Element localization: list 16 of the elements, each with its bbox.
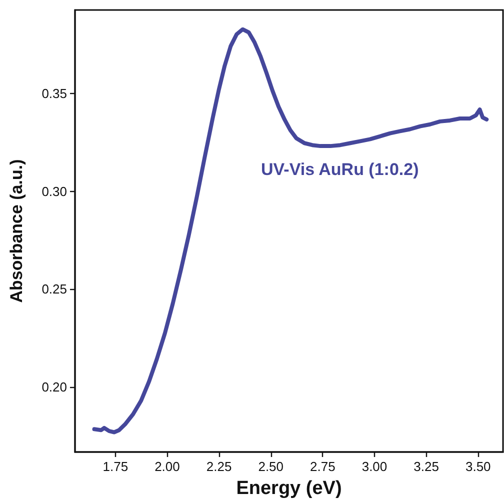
x-axis-title: Energy (eV) bbox=[236, 478, 342, 499]
y-tick-label: 0.25 bbox=[42, 282, 67, 297]
x-tick-label: 2.25 bbox=[206, 459, 232, 474]
y-tick-label: 0.35 bbox=[42, 86, 67, 102]
x-tick-label: 3.50 bbox=[465, 459, 491, 474]
line-series bbox=[92, 27, 489, 434]
y-tick-label: 0.20 bbox=[42, 379, 67, 394]
x-tick-label: 2.00 bbox=[154, 459, 180, 474]
x-tick-label: 3.00 bbox=[362, 459, 388, 474]
x-tick-label: 2.75 bbox=[310, 459, 336, 474]
y-tick-label: 0.30 bbox=[42, 184, 67, 199]
x-tick-label: 2.50 bbox=[258, 459, 284, 474]
x-tick-label: 3.25 bbox=[414, 459, 439, 474]
x-tick-label: 1.75 bbox=[102, 459, 128, 474]
y-axis-title: Absorbance (a.u.) bbox=[7, 159, 26, 303]
series-label: UV-Vis AuRu (1:0.2) bbox=[261, 160, 419, 179]
